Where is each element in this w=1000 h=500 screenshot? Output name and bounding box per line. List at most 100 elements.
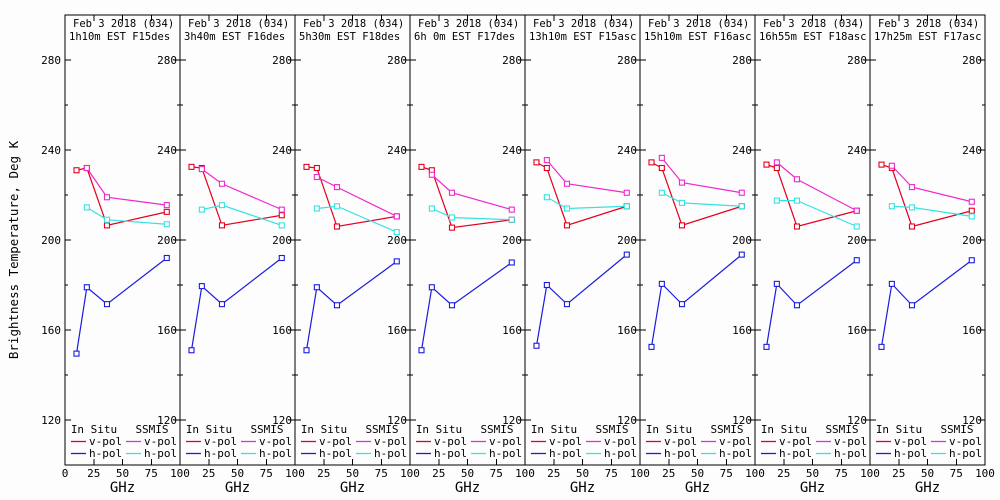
series-line-ssmis_h — [661, 192, 742, 207]
legend-vpol-label: v-pol — [949, 435, 982, 448]
y-tick-label-inner: 240 — [847, 144, 867, 157]
data-point-marker-ssmis_h — [793, 197, 801, 204]
series-line-ssmis_h — [86, 206, 167, 225]
data-point-marker-ssmis_v — [623, 189, 630, 196]
data-point-marker-ssmis_h — [908, 204, 916, 211]
legend-vpol-label: v-pol — [894, 435, 927, 448]
data-point-marker-insitu_v — [908, 223, 916, 230]
panel-title-time-satellite: 17h25m EST F17asc — [874, 31, 981, 43]
x-tick-label: 75 — [835, 467, 848, 480]
x-tick-label: 50 — [921, 467, 934, 480]
legend-vpol-label: v-pol — [259, 435, 292, 448]
data-point-marker-insitu_h — [853, 257, 860, 264]
y-tick-label-inner: 160 — [847, 324, 867, 337]
y-tick-label-inner: 120 — [847, 414, 867, 427]
y-tick-label-inner: 160 — [272, 324, 292, 337]
data-point-marker-ssmis_v — [508, 206, 515, 213]
data-point-marker-ssmis_v — [103, 194, 111, 201]
y-tick-label-inner: 280 — [962, 54, 982, 67]
panel-1: Feb 3 2018 (034)1h10m EST F15des 280 280 24… — [41, 14, 190, 496]
legend-group2-header: SSMIS — [250, 423, 283, 436]
data-point-marker-ssmis_v — [773, 159, 780, 166]
y-tick-label-inner: 120 — [502, 414, 522, 427]
panel-title-date: Feb 3 2018 (034) — [648, 18, 749, 30]
data-point-marker-insitu_h — [888, 280, 895, 287]
x-tick-label: 25 — [892, 467, 905, 480]
x-tick-label: 25 — [202, 467, 215, 480]
data-point-marker-insitu_v — [303, 163, 310, 170]
legend-hpol-label: h-pol — [719, 447, 752, 460]
x-axis-unit-label: GHz — [455, 480, 480, 496]
panel-title-time-satellite: 15h10m EST F16asc — [644, 31, 751, 43]
data-point-marker-insitu_v — [73, 167, 80, 174]
y-tick-label-inner: 120 — [617, 414, 637, 427]
x-tick-label: 100 — [860, 467, 880, 480]
data-point-marker-insitu_v — [563, 222, 571, 229]
data-point-marker-insitu_h — [198, 283, 205, 290]
series-line-insitu_v — [76, 167, 167, 227]
y-tick-label-inner: 160 — [387, 324, 407, 337]
x-tick-label: 75 — [145, 467, 158, 480]
legend-hpol-label: h-pol — [949, 447, 982, 460]
x-axis-unit-label: GHz — [340, 480, 365, 496]
y-tick-label-inner: 120 — [962, 414, 982, 427]
y-tick-label-inner: 240 — [387, 144, 407, 157]
data-point-marker-ssmis_h — [393, 229, 400, 236]
panel-title-time-satellite: 5h30m EST F18des — [299, 31, 400, 43]
series-line-insitu_h — [650, 254, 743, 347]
data-point-marker-ssmis_h — [738, 203, 745, 210]
legend-group1-header: In Situ — [646, 423, 692, 436]
y-tick-label-inner: 120 — [272, 414, 292, 427]
data-point-marker-insitu_h — [278, 254, 285, 262]
data-point-marker-insitu_h — [428, 284, 435, 291]
y-tick-label-inner: 280 — [847, 54, 867, 67]
legend-hpol-label: h-pol — [894, 447, 927, 460]
data-point-marker-insitu_v — [163, 208, 170, 215]
data-point-marker-insitu_h — [908, 302, 916, 309]
x-tick-label: 50 — [576, 467, 589, 480]
x-tick-label: 100 — [170, 467, 190, 480]
x-tick-label: 100 — [975, 467, 995, 480]
data-point-marker-insitu_h — [793, 302, 801, 309]
legend-group2-header: SSMIS — [480, 423, 513, 436]
data-point-marker-ssmis_h — [83, 204, 90, 211]
data-point-marker-insitu_v — [658, 164, 665, 172]
data-point-marker-ssmis_h — [853, 223, 860, 230]
legend-hpol-label: h-pol — [779, 447, 812, 460]
y-tick-label-outer: 200 — [41, 234, 61, 247]
x-tick-label: 25 — [317, 467, 330, 480]
data-point-marker-insitu_v — [648, 159, 655, 166]
data-point-marker-insitu_v — [278, 212, 285, 219]
data-point-marker-ssmis_v — [333, 184, 341, 191]
x-tick-label: 100 — [630, 467, 650, 480]
x-tick-label: 100 — [400, 467, 420, 480]
panel-title-date: Feb 3 2018 (034) — [303, 18, 404, 30]
series-line-insitu_v — [881, 164, 972, 228]
panel-title-time-satellite: 13h10m EST F15asc — [529, 31, 636, 43]
data-point-marker-ssmis_v — [888, 162, 895, 169]
x-tick-label: 25 — [432, 467, 445, 480]
y-tick-label-inner: 120 — [732, 414, 752, 427]
data-point-marker-insitu_v — [103, 222, 111, 229]
legend-vpol-label: v-pol — [204, 435, 237, 448]
y-tick-label-inner: 200 — [847, 234, 867, 247]
data-point-marker-ssmis_v — [448, 189, 456, 196]
series-line-insitu_v — [191, 166, 282, 227]
legend-group1-header: In Situ — [761, 423, 807, 436]
panel-3: Feb 3 2018 (034)5h30m EST F18des 280 240 20… — [294, 14, 420, 496]
legend-group1-header: In Situ — [531, 423, 577, 436]
data-point-marker-ssmis_v — [313, 173, 320, 181]
legend-vpol-label: v-pol — [604, 435, 637, 448]
data-point-marker-ssmis_h — [103, 216, 111, 223]
data-point-marker-insitu_h — [418, 347, 425, 354]
x-tick-label: 50 — [691, 467, 704, 480]
data-point-marker-ssmis_v — [83, 164, 90, 172]
x-axis-unit-label: GHz — [685, 480, 710, 496]
y-tick-label-inner: 280 — [387, 54, 407, 67]
data-point-marker-insitu_h — [188, 347, 195, 354]
series-line-insitu_v — [421, 166, 512, 229]
